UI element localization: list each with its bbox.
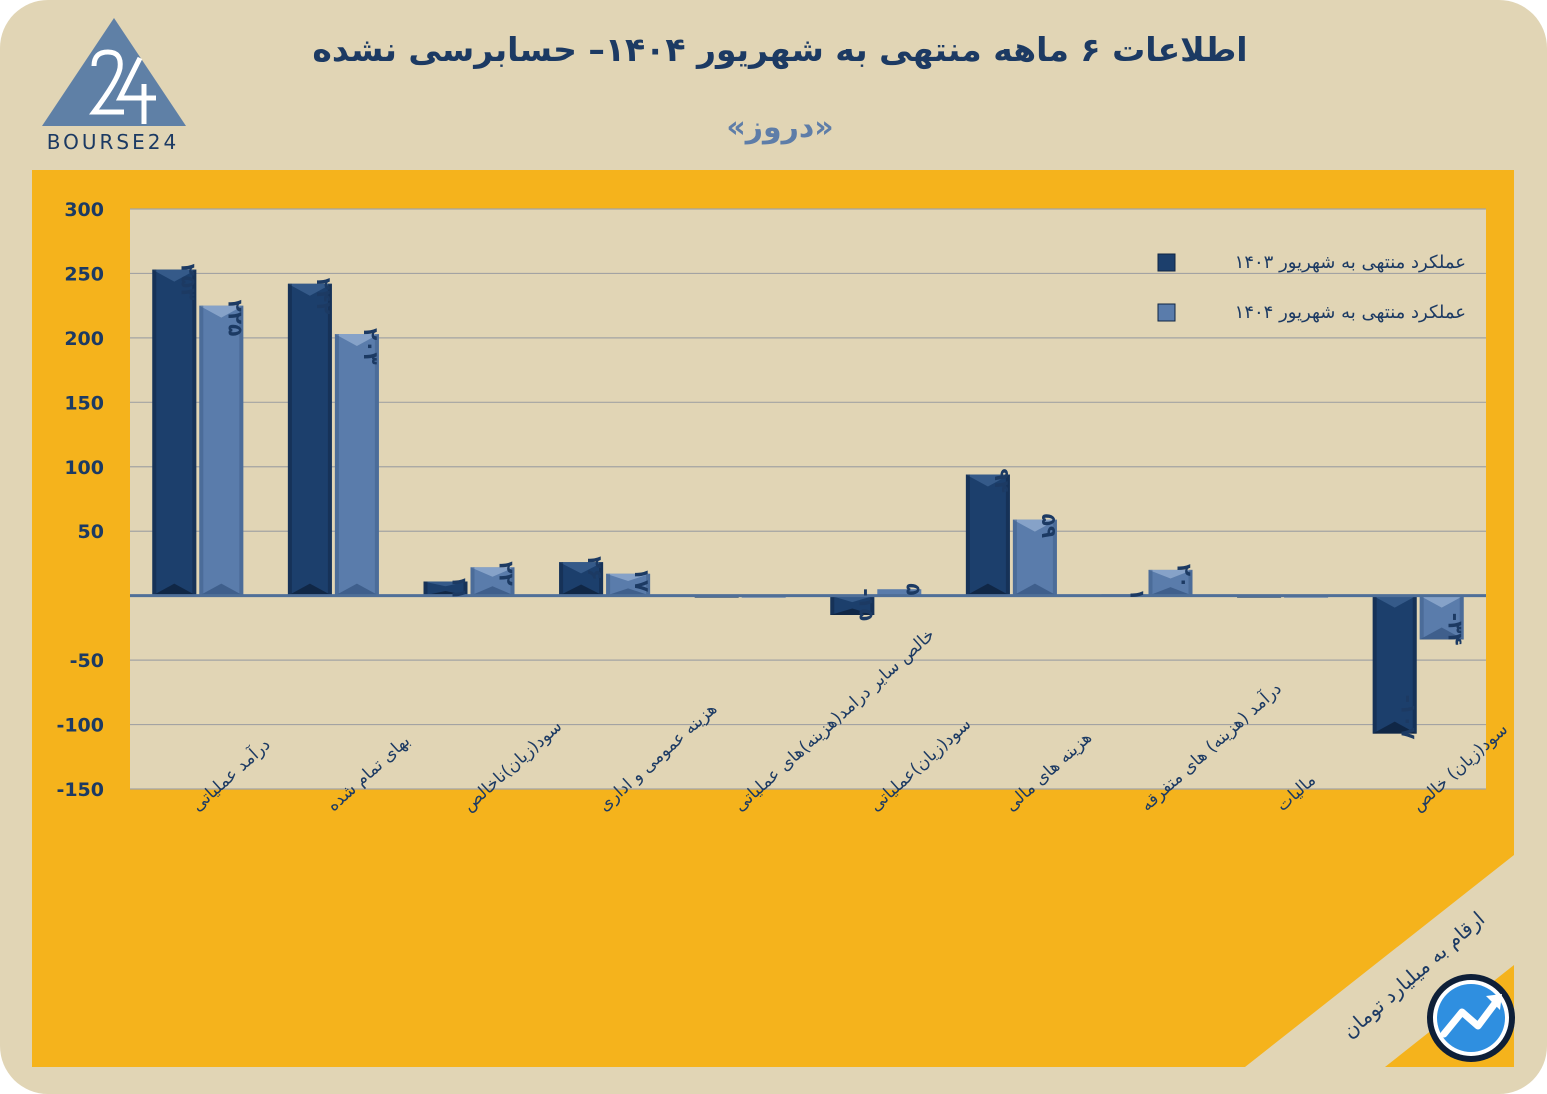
- y-tick-label: -50: [70, 650, 104, 672]
- data-label: ۹۴: [990, 469, 1014, 493]
- y-tick-label: 200: [64, 328, 104, 350]
- data-label: ۲۰: [1173, 564, 1197, 588]
- bar-1404: [877, 589, 922, 596]
- data-label: -۱۰۷: [1397, 695, 1421, 740]
- bar-1403: [152, 269, 197, 596]
- bar-1404: [470, 567, 515, 596]
- data-label: ۱۷: [630, 568, 654, 592]
- page-title: اطلاعات ۶ ماهه منتهی به شهریور ۱۴۰۴– حسا…: [312, 30, 1248, 69]
- y-axis-labels: 300 250 200 150 100 50 -50 -100 -150: [56, 199, 104, 801]
- y-tick-label: -100: [56, 715, 104, 737]
- data-label: ۲۶: [583, 556, 607, 580]
- y-tick-label: 100: [64, 457, 104, 479]
- bar-1404: [606, 573, 651, 596]
- data-label: ۲۲۵: [223, 300, 247, 337]
- legend: عملکرد منتهی به شهریور ۱۴۰۳ عملکرد منتهی …: [1157, 252, 1466, 323]
- bourse24-logo-icon: [42, 18, 186, 126]
- bar-1404: [334, 334, 379, 596]
- page-subtitle: «دروز»: [726, 110, 834, 145]
- data-label: ۵۹: [1037, 514, 1061, 538]
- bar-1404: [1012, 519, 1057, 596]
- bars: [152, 269, 1464, 734]
- bar-1403: [287, 283, 332, 596]
- legend-label: عملکرد منتهی به شهریور ۱۴۰۳: [1235, 252, 1466, 273]
- bar-1403: [830, 595, 875, 615]
- bar-1404: [1419, 595, 1464, 640]
- data-label: ۲۲: [495, 561, 519, 585]
- legend-swatch: [1157, 303, 1176, 322]
- y-tick-label: 50: [78, 521, 104, 543]
- y-tick-label: 250: [64, 263, 104, 285]
- data-label: ۲۰۳: [359, 328, 383, 365]
- data-label: ۲۴۲: [312, 278, 336, 315]
- bar-1404: [199, 305, 244, 596]
- logo-text: BOURSE24: [46, 130, 180, 154]
- data-label: -۱۵: [854, 588, 878, 621]
- y-tick-label: 300: [64, 199, 104, 221]
- bar-1404: [1148, 569, 1193, 596]
- bar-1403: [559, 562, 604, 596]
- y-tick-label: 150: [64, 392, 104, 414]
- bar-1403: [965, 474, 1010, 596]
- data-label: -۳۴: [1444, 613, 1468, 646]
- data-label: ۵: [901, 583, 925, 595]
- data-label: ۲۵۳: [176, 264, 200, 301]
- data-label: ۱۱: [448, 575, 472, 599]
- data-label: ۱: [1126, 588, 1150, 600]
- value-labels: ۲۵۳ ۲۲۵ ۲۴۲ ۲۰۳ ۱۱ ۲۲ ۲۶ ۱۷ -۱۵ ۵ ۹۴ ۵۹ ۱ ۲۰ -۱۰۷ -۳۴: [176, 264, 1467, 740]
- trend-badge-icon: [1427, 974, 1515, 1062]
- legend-label: عملکرد منتهی به شهریور ۱۴۰۴: [1235, 302, 1466, 323]
- bar-1403: [1372, 595, 1417, 734]
- legend-swatch: [1157, 253, 1176, 272]
- y-tick-label: -150: [56, 779, 104, 801]
